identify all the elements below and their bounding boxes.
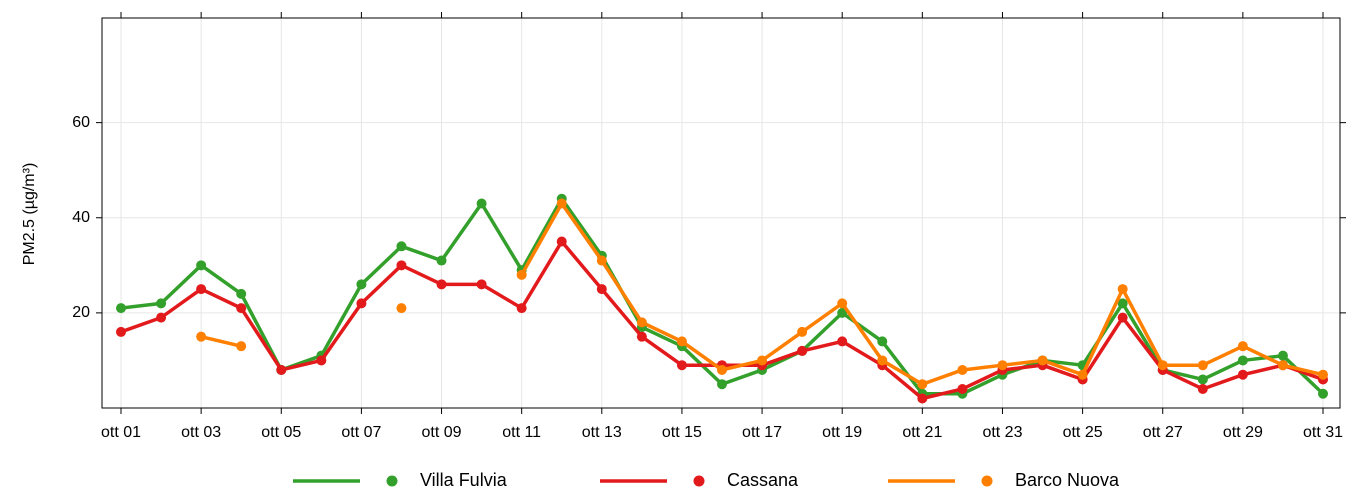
data-point [1318,388,1328,399]
x-tick-label: ott 13 [582,424,622,441]
data-point [356,279,367,290]
data-point [1197,383,1208,394]
data-point [556,236,567,247]
legend-marker [981,475,993,487]
data-point [196,331,207,342]
legend-label: Cassana [727,470,799,490]
data-point [717,379,727,390]
y-tick-label: 20 [72,304,90,321]
x-tick-label: ott 15 [662,424,702,441]
x-tick-label: ott 05 [261,424,301,441]
y-axis-label: PM2.5 (µg/m³) [21,163,38,266]
data-point [957,383,968,394]
data-point [596,284,607,295]
data-point [316,355,327,366]
x-tick-label: ott 23 [982,424,1022,441]
x-tick-label: ott 21 [902,424,942,441]
data-point [356,298,367,309]
x-tick-label: ott 31 [1303,424,1343,441]
data-point [1117,312,1128,323]
legend-marker [693,475,705,487]
x-tick-label: ott 17 [742,424,782,441]
data-point [1318,369,1328,380]
data-point [516,303,527,314]
x-tick-label: ott 19 [822,424,862,441]
data-point [196,260,207,271]
data-point [1277,360,1288,371]
data-point [837,298,848,309]
data-point [717,364,727,375]
x-tick-label: ott 29 [1223,424,1263,441]
data-point [1277,350,1288,361]
data-point [877,355,888,366]
data-point [1237,341,1248,352]
data-point [156,298,167,309]
x-tick-label: ott 25 [1063,424,1103,441]
legend-marker [386,475,398,487]
data-point [837,307,848,318]
legend-label: Barco Nuova [1015,470,1120,490]
data-point [676,360,687,371]
data-point [1197,374,1208,385]
data-point [596,255,607,266]
data-point [917,393,928,404]
x-tick-label: ott 07 [341,424,381,441]
legend-label: Villa Fulvia [420,470,508,490]
data-point [636,317,647,328]
y-tick-label: 40 [72,209,90,226]
data-point [396,241,407,252]
data-point [757,355,768,366]
data-point [1037,355,1048,366]
data-point [236,303,247,314]
data-point [156,312,167,323]
data-point [1237,369,1248,380]
data-point [877,336,888,347]
data-point [436,255,447,266]
data-point [837,336,848,347]
plot-frame [101,17,1341,409]
data-point [1077,369,1088,380]
data-point [236,341,247,352]
data-point [676,336,687,347]
x-tick-label: ott 09 [422,424,462,441]
data-point [116,326,126,337]
data-point [476,279,487,290]
x-tick-label: ott 03 [181,424,221,441]
data-point [476,198,487,209]
data-point [797,326,808,337]
data-point [797,345,808,356]
data-point [1197,360,1208,371]
data-point [636,331,647,342]
y-tick-label: 60 [72,114,90,131]
data-point [957,364,968,375]
data-point [276,364,287,375]
data-point [196,284,207,295]
data-point [1237,355,1248,366]
data-point [997,360,1008,371]
data-point [436,279,447,290]
data-point [1157,360,1168,371]
data-point [396,260,407,271]
data-point [116,303,126,314]
data-point [516,269,527,280]
data-point [236,288,247,299]
data-point [1117,284,1128,295]
x-tick-label: ott 11 [502,424,541,441]
x-tick-label: ott 01 [101,424,141,441]
x-tick-label: ott 27 [1143,424,1183,441]
data-point [396,303,407,314]
data-point [556,198,567,209]
data-point [917,379,928,390]
data-point [1117,298,1128,309]
